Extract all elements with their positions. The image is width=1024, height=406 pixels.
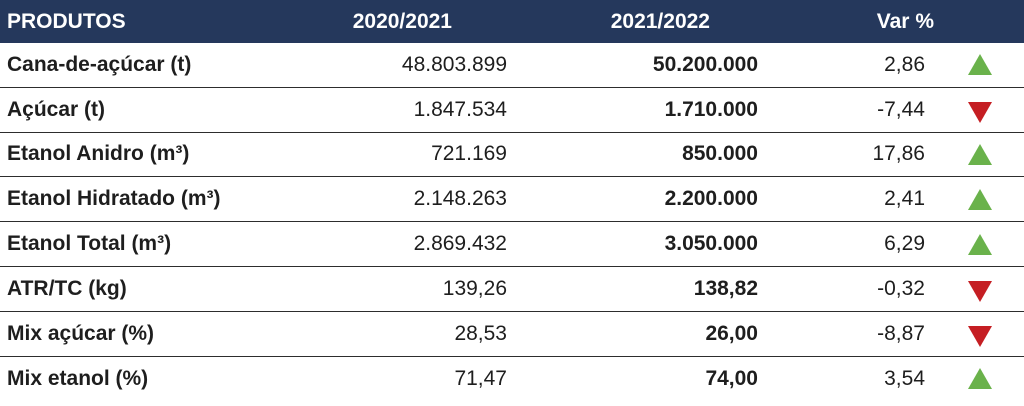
value-2021-2022: 3.050.000 <box>664 232 758 256</box>
arrow-down-icon <box>967 281 992 303</box>
table-row: Mix etanol (%) 71,47 74,00 3,54 <box>0 357 1024 402</box>
header-var: Var % <box>876 9 934 33</box>
variation-percent: 3,54 <box>884 366 925 390</box>
table-row: Mix açúcar (%) 28,53 26,00 -8,87 <box>0 312 1024 357</box>
product-name: Etanol Hidratado (m³) <box>7 187 221 211</box>
value-2020-2021: 1.847.534 <box>413 97 507 121</box>
header-year1: 2020/2021 <box>352 9 452 33</box>
trend-indicator <box>925 54 1024 76</box>
trend-indicator <box>925 368 1024 390</box>
arrow-up-icon <box>967 143 992 165</box>
variation-percent: 6,29 <box>884 232 925 256</box>
variation-percent: 2,86 <box>884 52 925 76</box>
header-year2: 2021/2022 <box>610 9 710 33</box>
value-2020-2021: 71,47 <box>454 366 507 390</box>
table-row: Açúcar (t) 1.847.534 1.710.000 -7,44 <box>0 88 1024 133</box>
value-2021-2022: 850.000 <box>682 142 758 166</box>
value-2020-2021: 2.148.263 <box>413 187 507 211</box>
variation-percent: -8,87 <box>877 321 925 345</box>
table-row: Etanol Total (m³) 2.869.432 3.050.000 6,29 <box>0 222 1024 267</box>
arrow-up-icon <box>967 233 992 255</box>
trend-indicator <box>925 275 1024 303</box>
table-header: PRODUTOS 2020/2021 2021/2022 Var % <box>0 0 1024 43</box>
product-name: Mix açúcar (%) <box>7 321 155 345</box>
trend-indicator <box>925 188 1024 210</box>
table-row: ATR/TC (kg) 139,26 138,82 -0,32 <box>0 267 1024 312</box>
product-name: Cana-de-açúcar (t) <box>7 52 192 76</box>
product-name: Açúcar (t) <box>7 97 106 121</box>
trend-indicator <box>925 143 1024 165</box>
value-2021-2022: 138,82 <box>693 276 758 300</box>
value-2021-2022: 50.200.000 <box>652 52 758 76</box>
header-produtos: PRODUTOS <box>7 9 126 33</box>
trend-indicator <box>925 96 1024 124</box>
product-name: Etanol Anidro (m³) <box>7 142 190 166</box>
arrow-up-icon <box>967 54 992 76</box>
value-2020-2021: 721.169 <box>431 142 507 166</box>
value-2021-2022: 26,00 <box>705 321 758 345</box>
value-2020-2021: 2.869.432 <box>413 232 507 256</box>
variation-percent: -7,44 <box>877 97 925 121</box>
value-2021-2022: 1.710.000 <box>664 97 758 121</box>
arrow-up-icon <box>967 368 992 390</box>
product-name: Mix etanol (%) <box>7 366 149 390</box>
value-2021-2022: 74,00 <box>705 366 758 390</box>
table-row: Cana-de-açúcar (t) 48.803.899 50.200.000 2,… <box>0 43 1024 88</box>
trend-indicator <box>925 320 1024 348</box>
product-name: Etanol Total (m³) <box>7 232 172 256</box>
value-2020-2021: 48.803.899 <box>401 52 507 76</box>
product-name: ATR/TC (kg) <box>7 276 127 300</box>
trend-indicator <box>925 233 1024 255</box>
table-body: Cana-de-açúcar (t) 48.803.899 50.200.000 2,… <box>0 43 1024 401</box>
table-row: Etanol Anidro (m³) 721.169 850.000 17,86 <box>0 133 1024 178</box>
value-2020-2021: 139,26 <box>442 276 507 300</box>
arrow-down-icon <box>967 102 992 124</box>
arrow-down-icon <box>967 326 992 348</box>
value-2021-2022: 2.200.000 <box>664 187 758 211</box>
variation-percent: 2,41 <box>884 187 925 211</box>
value-2020-2021: 28,53 <box>454 321 507 345</box>
variation-percent: 17,86 <box>872 142 925 166</box>
table-row: Etanol Hidratado (m³) 2.148.263 2.200.000 2… <box>0 177 1024 223</box>
variation-percent: -0,32 <box>877 276 925 300</box>
arrow-up-icon <box>967 188 992 210</box>
